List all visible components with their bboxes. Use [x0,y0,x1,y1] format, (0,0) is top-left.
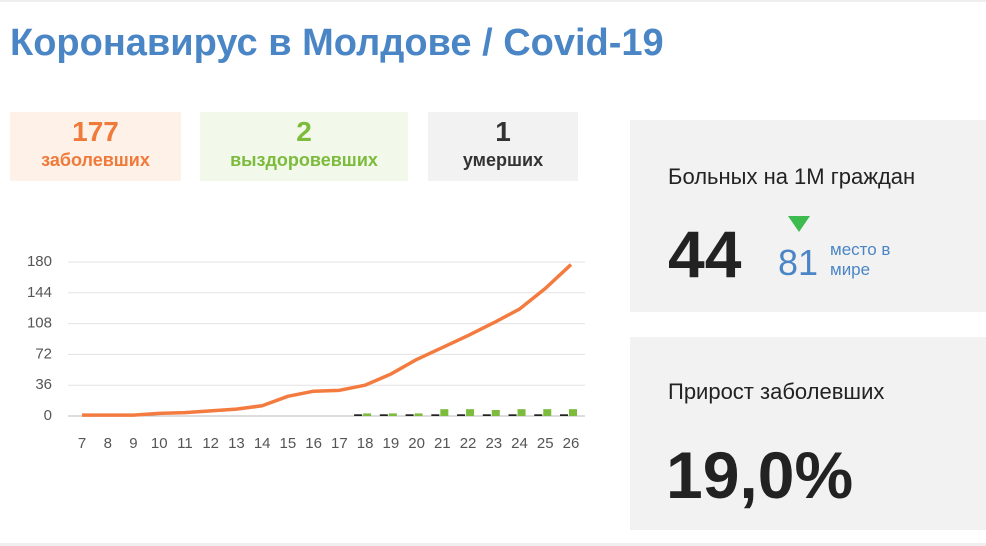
x-tick-label: 17 [331,435,348,452]
bar [466,409,475,416]
stat-label: умерших [462,150,544,170]
x-tick-label: 10 [151,435,168,452]
x-tick-label: 24 [511,435,528,452]
per-million-card: Больных на 1М граждан 44 81 место в мире [630,120,986,312]
card-title: Прирост заболевших [668,379,885,404]
bar [482,414,491,416]
card-value: 19,0% [666,438,854,512]
y-tick-label: 36 [35,376,52,393]
stat-box: 1 умерших [428,112,578,181]
chart: 0 36 72 108 144 180 7 8 9 10 11 12 13 14 15 16 17 18 19 20 2… [27,253,585,452]
x-tick-label: 8 [104,435,112,452]
bar [569,409,577,416]
growth-card: Прирост заболевших 19,0% [630,337,986,530]
stat-value: 2 [296,116,312,147]
bar [405,414,414,416]
page-title: Коронавирус в Молдове / Covid-19 [10,22,664,64]
card-rank-label: место в мире [830,240,891,279]
bar [457,414,466,416]
line [82,263,573,417]
x-tick-label: 15 [280,435,297,452]
bar [363,413,372,416]
top-border [0,0,986,2]
y-tick-label: 180 [27,253,52,270]
bar [414,413,423,416]
y-tick-label: 144 [27,284,52,301]
x-tick-label: 21 [434,435,451,452]
x-tick-label: 16 [305,435,322,452]
bar [431,414,440,416]
x-tick-label: 11 [177,435,193,452]
x-tick-label: 19 [382,435,399,452]
stat-value: 177 [72,116,119,147]
stat-box: 2 выздоровевших [200,112,408,181]
bar [440,409,449,416]
bottom-border [0,543,986,546]
bar [560,414,568,416]
bar [379,414,388,416]
card-value: 44 [668,217,742,291]
y-tick-label: 72 [35,345,52,362]
x-tick-label: 26 [563,435,580,452]
bar [354,414,363,416]
stat-value: 1 [495,116,511,147]
x-tick-label: 7 [78,435,86,452]
x-tick-label: 9 [129,435,137,452]
card-title: Больных на 1М граждан [668,164,916,189]
bar [543,409,552,416]
x-tick-label: 25 [537,435,554,452]
y-tick-label: 108 [27,315,52,332]
bar [534,414,543,416]
down-arrow-icon [788,216,810,232]
x-tick-label: 22 [460,435,477,452]
x-tick-label: 20 [408,435,425,452]
x-tick-label: 14 [254,435,271,452]
x-tick-label: 12 [202,435,219,452]
stat-box: 177 заболевших [10,112,181,181]
bar [517,409,526,416]
bar [491,410,500,416]
x-tick-label: 18 [357,435,374,452]
bar [388,413,397,416]
stat-label: заболевших [41,150,150,170]
bar [508,414,517,416]
x-tick-label: 23 [485,435,502,452]
y-tick-label: 0 [44,407,52,424]
stat-label: выздоровевших [230,150,378,170]
x-tick-label: 13 [228,435,245,452]
card-rank: 81 [778,242,819,283]
